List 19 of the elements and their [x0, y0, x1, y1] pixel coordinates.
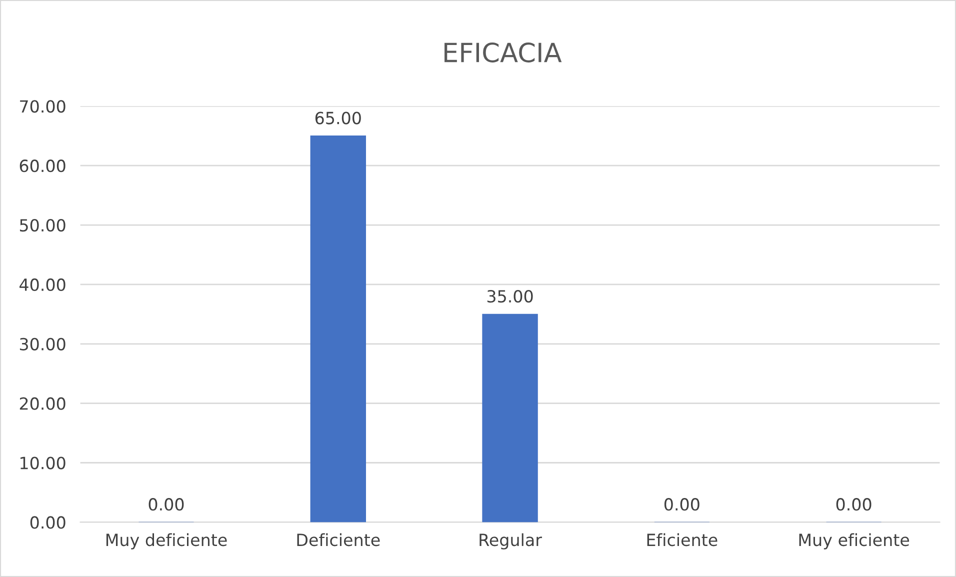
y-tick-label: 20.00 [20, 397, 66, 410]
x-tick-label: Regular [480, 533, 542, 550]
x-tick-label: Muy deficiente [106, 533, 227, 550]
data-label: 0.00 [836, 498, 872, 511]
y-tick-label: 70.00 [20, 100, 66, 113]
y-tick-label: 0.00 [30, 516, 66, 529]
data-label: 0.00 [148, 498, 184, 511]
y-tick-label: 30.00 [20, 338, 66, 350]
x-tick-label: Eficiente [647, 533, 718, 546]
y-tick-label: 50.00 [20, 218, 66, 232]
y-tick-label: 60.00 [20, 160, 66, 172]
x-tick-label: Muy eficiente [799, 533, 910, 550]
chart-title: EFICACIA [444, 42, 562, 62]
data-label: 65.00 [315, 112, 361, 124]
data-label: 35.00 [487, 290, 533, 303]
x-tick-label: Deficiente [297, 533, 380, 546]
y-tick-label: 40.00 [20, 278, 66, 292]
y-tick-label: 10.00 [20, 456, 66, 470]
data-label: 0.00 [664, 498, 700, 511]
